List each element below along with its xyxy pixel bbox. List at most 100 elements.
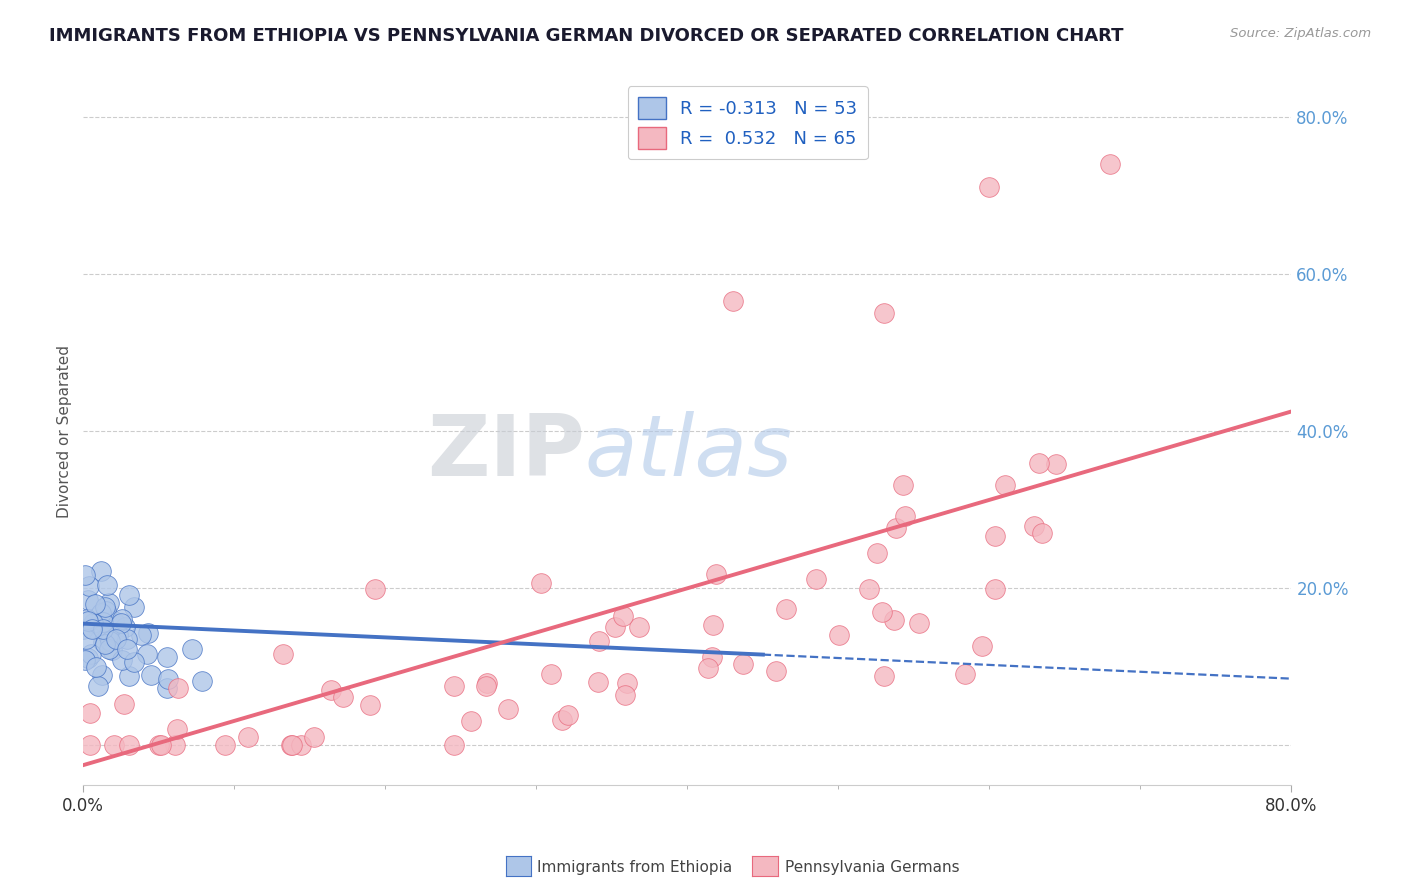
Point	[612, 608, 634, 623]
Point	[530, 576, 553, 591]
Point	[586, 674, 609, 689]
Point	[721, 294, 744, 309]
Point	[100, 643, 122, 657]
Point	[94, 604, 117, 618]
Point	[979, 180, 1001, 194]
Point	[129, 628, 152, 642]
Point	[332, 690, 354, 704]
Point	[122, 655, 145, 669]
Point	[443, 739, 465, 753]
Point	[806, 572, 828, 586]
Point	[1028, 456, 1050, 470]
Point	[90, 607, 112, 621]
Point	[118, 669, 141, 683]
Text: IMMIGRANTS FROM ETHIOPIA VS PENNSYLVANIA GERMAN DIVORCED OR SEPARATED CORRELATIO: IMMIGRANTS FROM ETHIOPIA VS PENNSYLVANIA…	[49, 27, 1123, 45]
Point	[984, 582, 1007, 597]
Point	[984, 529, 1007, 543]
Point	[97, 628, 120, 642]
Point	[115, 642, 138, 657]
Point	[551, 714, 574, 728]
Point	[80, 648, 103, 662]
Point	[90, 564, 112, 578]
Point	[557, 707, 579, 722]
Point	[828, 628, 851, 642]
Point	[166, 722, 188, 736]
Point	[98, 634, 121, 648]
Point	[79, 706, 101, 720]
Point	[870, 605, 893, 619]
Point	[873, 669, 896, 683]
Point	[80, 622, 103, 636]
Point	[82, 615, 104, 630]
Point	[474, 680, 496, 694]
Point	[110, 615, 132, 630]
Point	[1045, 458, 1067, 472]
Point	[148, 739, 170, 753]
Point	[191, 674, 214, 689]
Point	[112, 697, 135, 711]
Point	[97, 642, 120, 657]
Text: ZIP: ZIP	[427, 411, 585, 494]
Point	[883, 613, 905, 627]
Point	[73, 568, 96, 582]
Point	[110, 653, 132, 667]
Text: Source: ZipAtlas.com: Source: ZipAtlas.com	[1230, 27, 1371, 40]
Point	[697, 660, 720, 674]
Point	[873, 306, 896, 320]
Point	[122, 599, 145, 614]
Point	[76, 611, 98, 625]
Point	[891, 477, 914, 491]
Legend: R = -0.313   N = 53, R =  0.532   N = 65: R = -0.313 N = 53, R = 0.532 N = 65	[627, 87, 868, 160]
Point	[236, 730, 259, 744]
Point	[156, 681, 179, 695]
Point	[98, 596, 121, 610]
Point	[616, 676, 638, 690]
Point	[114, 620, 136, 634]
Point	[605, 620, 627, 634]
Point	[103, 739, 125, 753]
Point	[955, 666, 977, 681]
Point	[156, 673, 179, 687]
Point	[1031, 525, 1053, 540]
Point	[77, 651, 100, 665]
Text: Immigrants from Ethiopia: Immigrants from Ethiopia	[537, 860, 733, 874]
Point	[359, 698, 381, 712]
Point	[72, 622, 94, 636]
Point	[702, 617, 724, 632]
Point	[765, 664, 787, 678]
Point	[733, 657, 755, 671]
Point	[156, 650, 179, 665]
Point	[165, 739, 187, 753]
Point	[111, 612, 134, 626]
Point	[775, 601, 797, 615]
Point	[271, 647, 294, 661]
Point	[496, 701, 519, 715]
Point	[136, 626, 159, 640]
Point	[167, 681, 190, 696]
Point	[105, 632, 128, 646]
Point	[994, 478, 1017, 492]
Point	[540, 667, 562, 681]
Point	[135, 647, 157, 661]
Point	[107, 628, 129, 642]
Point	[290, 739, 312, 753]
Point	[588, 634, 610, 648]
Point	[302, 730, 325, 744]
Point	[75, 632, 97, 646]
Point	[91, 635, 114, 649]
Point	[149, 739, 172, 753]
Point	[87, 679, 110, 693]
Point	[79, 739, 101, 753]
Point	[614, 688, 637, 702]
Point	[91, 615, 114, 629]
Point	[84, 660, 107, 674]
Point	[1022, 518, 1045, 533]
Point	[93, 622, 115, 636]
Point	[103, 615, 125, 629]
Point	[865, 545, 887, 559]
Point	[214, 739, 236, 753]
Point	[280, 739, 302, 753]
Point	[884, 521, 907, 535]
Point	[477, 676, 499, 690]
Point	[96, 578, 118, 592]
